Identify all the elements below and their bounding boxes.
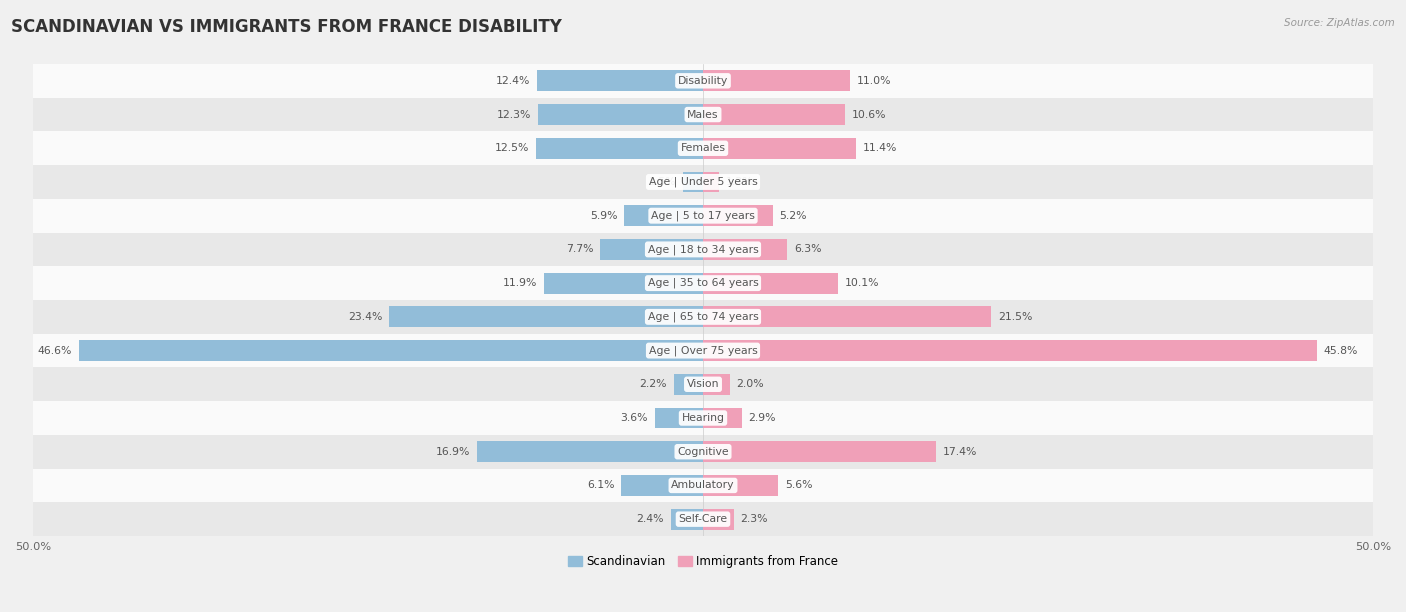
Bar xyxy=(537,70,703,91)
Text: 5.6%: 5.6% xyxy=(785,480,813,490)
Bar xyxy=(703,307,991,327)
Text: 2.9%: 2.9% xyxy=(748,413,776,423)
Text: 5.2%: 5.2% xyxy=(779,211,807,221)
Text: Age | Under 5 years: Age | Under 5 years xyxy=(648,177,758,187)
Text: 16.9%: 16.9% xyxy=(436,447,470,457)
Bar xyxy=(703,475,778,496)
Bar xyxy=(655,408,703,428)
Bar xyxy=(703,104,845,125)
Bar xyxy=(703,374,730,395)
Bar xyxy=(34,502,1372,536)
Bar xyxy=(703,408,742,428)
Bar xyxy=(34,300,1372,334)
Bar xyxy=(34,401,1372,435)
Bar xyxy=(34,367,1372,401)
Text: 2.2%: 2.2% xyxy=(640,379,666,389)
Bar xyxy=(600,239,703,260)
Text: 11.9%: 11.9% xyxy=(502,278,537,288)
Text: 2.0%: 2.0% xyxy=(737,379,763,389)
Text: 10.6%: 10.6% xyxy=(852,110,886,119)
Bar xyxy=(703,70,851,91)
Text: Females: Females xyxy=(681,143,725,153)
Bar xyxy=(703,138,856,159)
Bar xyxy=(34,435,1372,469)
Text: 7.7%: 7.7% xyxy=(565,244,593,255)
Text: Age | 35 to 64 years: Age | 35 to 64 years xyxy=(648,278,758,288)
Text: 5.9%: 5.9% xyxy=(589,211,617,221)
Text: 3.6%: 3.6% xyxy=(620,413,648,423)
Text: Hearing: Hearing xyxy=(682,413,724,423)
Bar xyxy=(703,273,838,294)
Bar xyxy=(671,509,703,529)
Text: 12.3%: 12.3% xyxy=(498,110,531,119)
Bar xyxy=(34,266,1372,300)
Text: 11.4%: 11.4% xyxy=(862,143,897,153)
Bar xyxy=(673,374,703,395)
Text: Age | 65 to 74 years: Age | 65 to 74 years xyxy=(648,312,758,322)
Bar xyxy=(703,239,787,260)
Bar xyxy=(34,199,1372,233)
Text: Age | 18 to 34 years: Age | 18 to 34 years xyxy=(648,244,758,255)
Bar xyxy=(34,132,1372,165)
Text: Self-Care: Self-Care xyxy=(679,514,727,524)
Bar xyxy=(544,273,703,294)
Text: Age | Over 75 years: Age | Over 75 years xyxy=(648,345,758,356)
Text: 46.6%: 46.6% xyxy=(38,346,72,356)
Bar xyxy=(34,64,1372,98)
Text: 12.5%: 12.5% xyxy=(495,143,529,153)
Bar xyxy=(703,441,936,462)
Text: 23.4%: 23.4% xyxy=(349,312,382,322)
Bar xyxy=(703,171,718,192)
Bar xyxy=(703,340,1316,361)
Bar xyxy=(683,171,703,192)
Text: 17.4%: 17.4% xyxy=(943,447,977,457)
Bar xyxy=(477,441,703,462)
Bar xyxy=(389,307,703,327)
Text: 11.0%: 11.0% xyxy=(858,76,891,86)
Text: Vision: Vision xyxy=(686,379,720,389)
Text: 12.4%: 12.4% xyxy=(496,76,530,86)
Text: 6.1%: 6.1% xyxy=(588,480,614,490)
Text: 10.1%: 10.1% xyxy=(845,278,880,288)
Text: 1.2%: 1.2% xyxy=(725,177,754,187)
Legend: Scandinavian, Immigrants from France: Scandinavian, Immigrants from France xyxy=(562,550,844,573)
Bar xyxy=(624,205,703,226)
Text: Source: ZipAtlas.com: Source: ZipAtlas.com xyxy=(1284,18,1395,28)
Bar xyxy=(34,334,1372,367)
Text: 2.4%: 2.4% xyxy=(637,514,664,524)
Text: Disability: Disability xyxy=(678,76,728,86)
Bar xyxy=(621,475,703,496)
Text: Males: Males xyxy=(688,110,718,119)
Text: 45.8%: 45.8% xyxy=(1323,346,1358,356)
Text: SCANDINAVIAN VS IMMIGRANTS FROM FRANCE DISABILITY: SCANDINAVIAN VS IMMIGRANTS FROM FRANCE D… xyxy=(11,18,562,36)
Text: Cognitive: Cognitive xyxy=(678,447,728,457)
Bar xyxy=(538,104,703,125)
Text: 1.5%: 1.5% xyxy=(648,177,676,187)
Text: 21.5%: 21.5% xyxy=(998,312,1032,322)
Bar xyxy=(703,205,773,226)
Text: 6.3%: 6.3% xyxy=(794,244,821,255)
Bar xyxy=(79,340,703,361)
Text: Age | 5 to 17 years: Age | 5 to 17 years xyxy=(651,211,755,221)
Bar xyxy=(34,165,1372,199)
Bar xyxy=(703,509,734,529)
Bar xyxy=(34,469,1372,502)
Bar xyxy=(536,138,703,159)
Text: Ambulatory: Ambulatory xyxy=(671,480,735,490)
Text: 2.3%: 2.3% xyxy=(741,514,768,524)
Bar xyxy=(34,233,1372,266)
Bar xyxy=(34,98,1372,132)
